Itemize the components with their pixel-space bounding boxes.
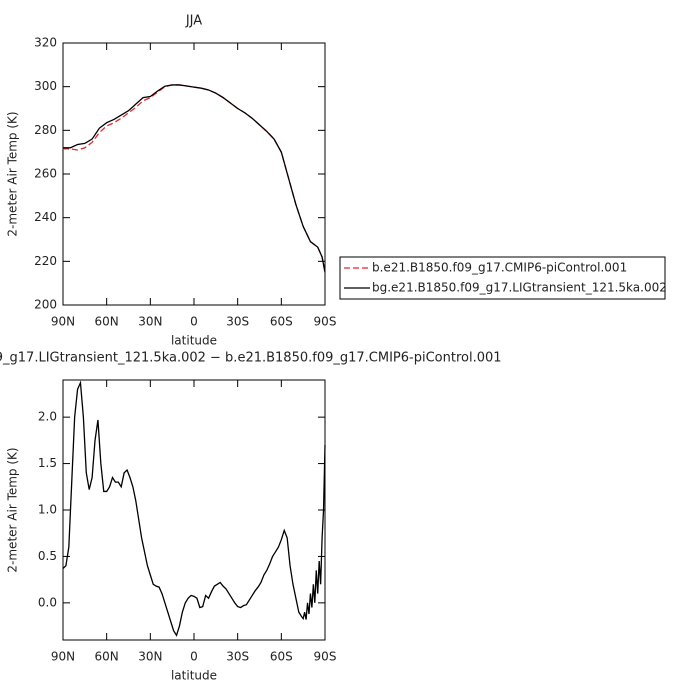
data-line [62,380,326,637]
x-tick-label: 90N [51,650,75,664]
data-line [63,84,326,273]
chart-title: JJA [185,14,202,29]
x-tick-label: 30S [226,315,249,329]
plot-frame [62,42,326,306]
legend-label: b.e21.B1850.f09_g17.CMIP6-piControl.001 [372,261,627,275]
x-tick-label: 30N [138,315,162,329]
plot-frame [62,379,326,641]
y-tick-label: 260 [34,167,57,181]
y-axis-label: 2-meter Air Temp (K) [6,447,20,572]
y-tick-label: 280 [34,123,57,137]
legend-box [339,256,666,300]
chart-title: bg.e21.B1850.f09_g17.LIGtransient_121.5k… [0,351,502,366]
data-line [63,84,326,273]
x-axis-label: latitude [171,334,217,348]
y-tick-label: 220 [34,254,57,268]
x-axis-label: latitude [171,669,217,683]
x-tick-label: 60S [270,315,293,329]
x-tick-label: 60S [270,650,293,664]
y-tick-label: 300 [34,79,57,93]
x-tick-label: 30N [138,650,162,664]
y-tick-label: 2.0 [38,410,57,424]
y-axis-label: 2-meter Air Temp (K) [6,111,20,236]
x-tick-label: 60N [95,650,119,664]
legend-label: bg.e21.B1850.f09_g17.LIGtransient_121.5k… [372,281,667,295]
x-tick-label: 0 [190,315,198,329]
x-tick-label: 60N [95,315,119,329]
x-tick-label: 30S [226,650,249,664]
y-tick-label: 320 [34,36,57,50]
x-tick-label: 90S [314,315,337,329]
y-tick-label: 240 [34,210,57,224]
y-tick-label: 1.5 [38,456,57,470]
y-tick-label: 1.0 [38,503,57,517]
x-tick-label: 90N [51,315,75,329]
y-tick-label: 0.0 [38,595,57,609]
y-tick-label: 200 [34,298,57,312]
x-tick-label: 0 [190,650,198,664]
x-tick-label: 90S [314,650,337,664]
y-tick-label: 0.5 [38,549,57,563]
